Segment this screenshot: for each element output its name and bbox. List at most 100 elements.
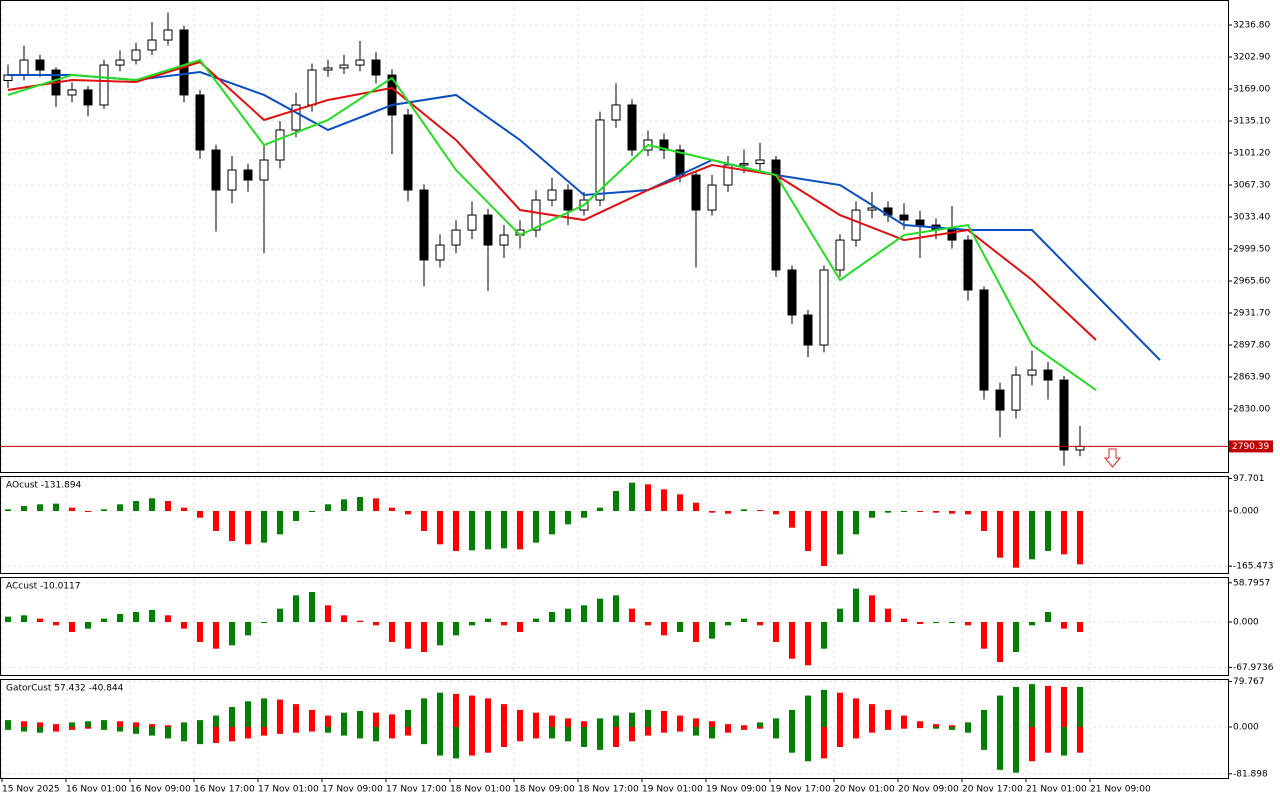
histogram-bar xyxy=(581,605,587,622)
histogram-bar xyxy=(613,595,619,622)
histogram-bar xyxy=(917,726,923,729)
histogram-bar xyxy=(629,608,635,622)
histogram-bar xyxy=(133,612,139,622)
histogram-bar xyxy=(213,726,219,743)
histogram-bar xyxy=(1013,686,1019,727)
histogram-bar xyxy=(21,506,27,511)
histogram-bar xyxy=(965,722,971,727)
histogram-bar xyxy=(789,511,795,528)
histogram-bar xyxy=(133,501,139,511)
histogram-bar xyxy=(565,608,571,622)
histogram-bar xyxy=(309,709,315,727)
main-panel-border xyxy=(0,0,1229,473)
histogram-bar xyxy=(1077,726,1083,753)
candle-body xyxy=(339,64,349,69)
candle-body xyxy=(227,169,237,191)
candle-body xyxy=(403,114,413,191)
histogram-bar xyxy=(805,695,811,727)
histogram-bar xyxy=(37,726,43,733)
histogram-bar xyxy=(1077,622,1083,632)
histogram-bar xyxy=(1045,612,1051,622)
histogram-bar xyxy=(661,622,667,636)
candle-body xyxy=(771,159,781,271)
sell-signal-arrow xyxy=(1103,448,1122,468)
histogram-bar xyxy=(5,720,11,727)
histogram-bar xyxy=(1061,622,1067,629)
candle-body xyxy=(115,59,125,66)
histogram-bar xyxy=(981,726,987,750)
candle-body xyxy=(99,64,109,106)
histogram-bar xyxy=(725,724,731,727)
histogram-bar xyxy=(949,726,955,730)
histogram-bar xyxy=(261,726,267,736)
y-tick-label: 0.000 xyxy=(1233,722,1259,732)
x-tick-label: 16 Nov 17:00 xyxy=(194,785,255,795)
candle-body xyxy=(387,74,397,116)
gator-panel-border xyxy=(0,679,1229,779)
histogram-bar xyxy=(453,693,459,727)
indicator-label: AOcust -131.894 xyxy=(6,481,82,491)
histogram-bar xyxy=(325,605,331,622)
histogram-bar xyxy=(229,511,235,541)
histogram-bar xyxy=(597,718,603,727)
histogram-bar xyxy=(149,724,155,727)
current-price-box xyxy=(1229,440,1273,453)
histogram-bar xyxy=(821,689,827,727)
candle-body xyxy=(195,94,205,151)
candle-body xyxy=(179,29,189,96)
histogram-bar xyxy=(469,726,475,756)
y-tick-label: 0.000 xyxy=(1233,507,1259,517)
histogram-bar xyxy=(741,725,747,727)
histogram-bar xyxy=(597,598,603,622)
histogram-bar xyxy=(693,718,699,727)
histogram-bar xyxy=(261,698,267,727)
histogram-bar xyxy=(949,725,955,727)
histogram-bar xyxy=(469,622,475,626)
histogram-bar xyxy=(293,595,299,622)
histogram-bar xyxy=(501,726,507,747)
candle-body xyxy=(1059,379,1069,451)
candle-body xyxy=(67,89,77,96)
candle-body xyxy=(147,39,157,51)
histogram-bar xyxy=(581,511,587,518)
histogram-bar xyxy=(21,721,27,727)
histogram-bar xyxy=(885,709,891,727)
histogram-bar xyxy=(5,616,11,622)
candle-body xyxy=(275,129,285,161)
histogram-bar xyxy=(773,718,779,727)
histogram-bar xyxy=(661,726,667,733)
histogram-bar xyxy=(885,511,891,513)
candle-body xyxy=(867,207,877,211)
candle-body xyxy=(163,29,173,41)
histogram-bar xyxy=(869,595,875,622)
histogram-bar xyxy=(709,511,715,513)
histogram-bar xyxy=(597,507,603,511)
histogram-bar xyxy=(245,622,251,636)
candle-body xyxy=(787,269,797,316)
histogram-bar xyxy=(309,592,315,622)
moving-average-line xyxy=(7,58,1097,391)
ac-panel-border xyxy=(0,577,1229,676)
histogram-bar xyxy=(997,511,1003,558)
histogram-bar xyxy=(1029,511,1035,560)
histogram-bar xyxy=(85,726,91,729)
histogram-bar xyxy=(197,720,203,727)
histogram-bar xyxy=(725,622,731,626)
candle-body xyxy=(835,239,845,271)
x-tick-label: 19 Nov 09:00 xyxy=(706,785,767,795)
histogram-bar xyxy=(101,618,107,622)
candle-body xyxy=(371,59,381,76)
candle-body xyxy=(355,59,365,66)
histogram-bar xyxy=(229,706,235,727)
histogram-bar xyxy=(517,726,523,742)
histogram-bar xyxy=(901,726,907,729)
histogram-bar xyxy=(1013,726,1019,773)
histogram-bar xyxy=(773,622,779,642)
histogram-bar xyxy=(485,618,491,622)
histogram-bar xyxy=(389,714,395,727)
histogram-bar xyxy=(517,709,523,727)
histogram-bar xyxy=(1029,622,1035,626)
candle-body xyxy=(467,214,477,231)
